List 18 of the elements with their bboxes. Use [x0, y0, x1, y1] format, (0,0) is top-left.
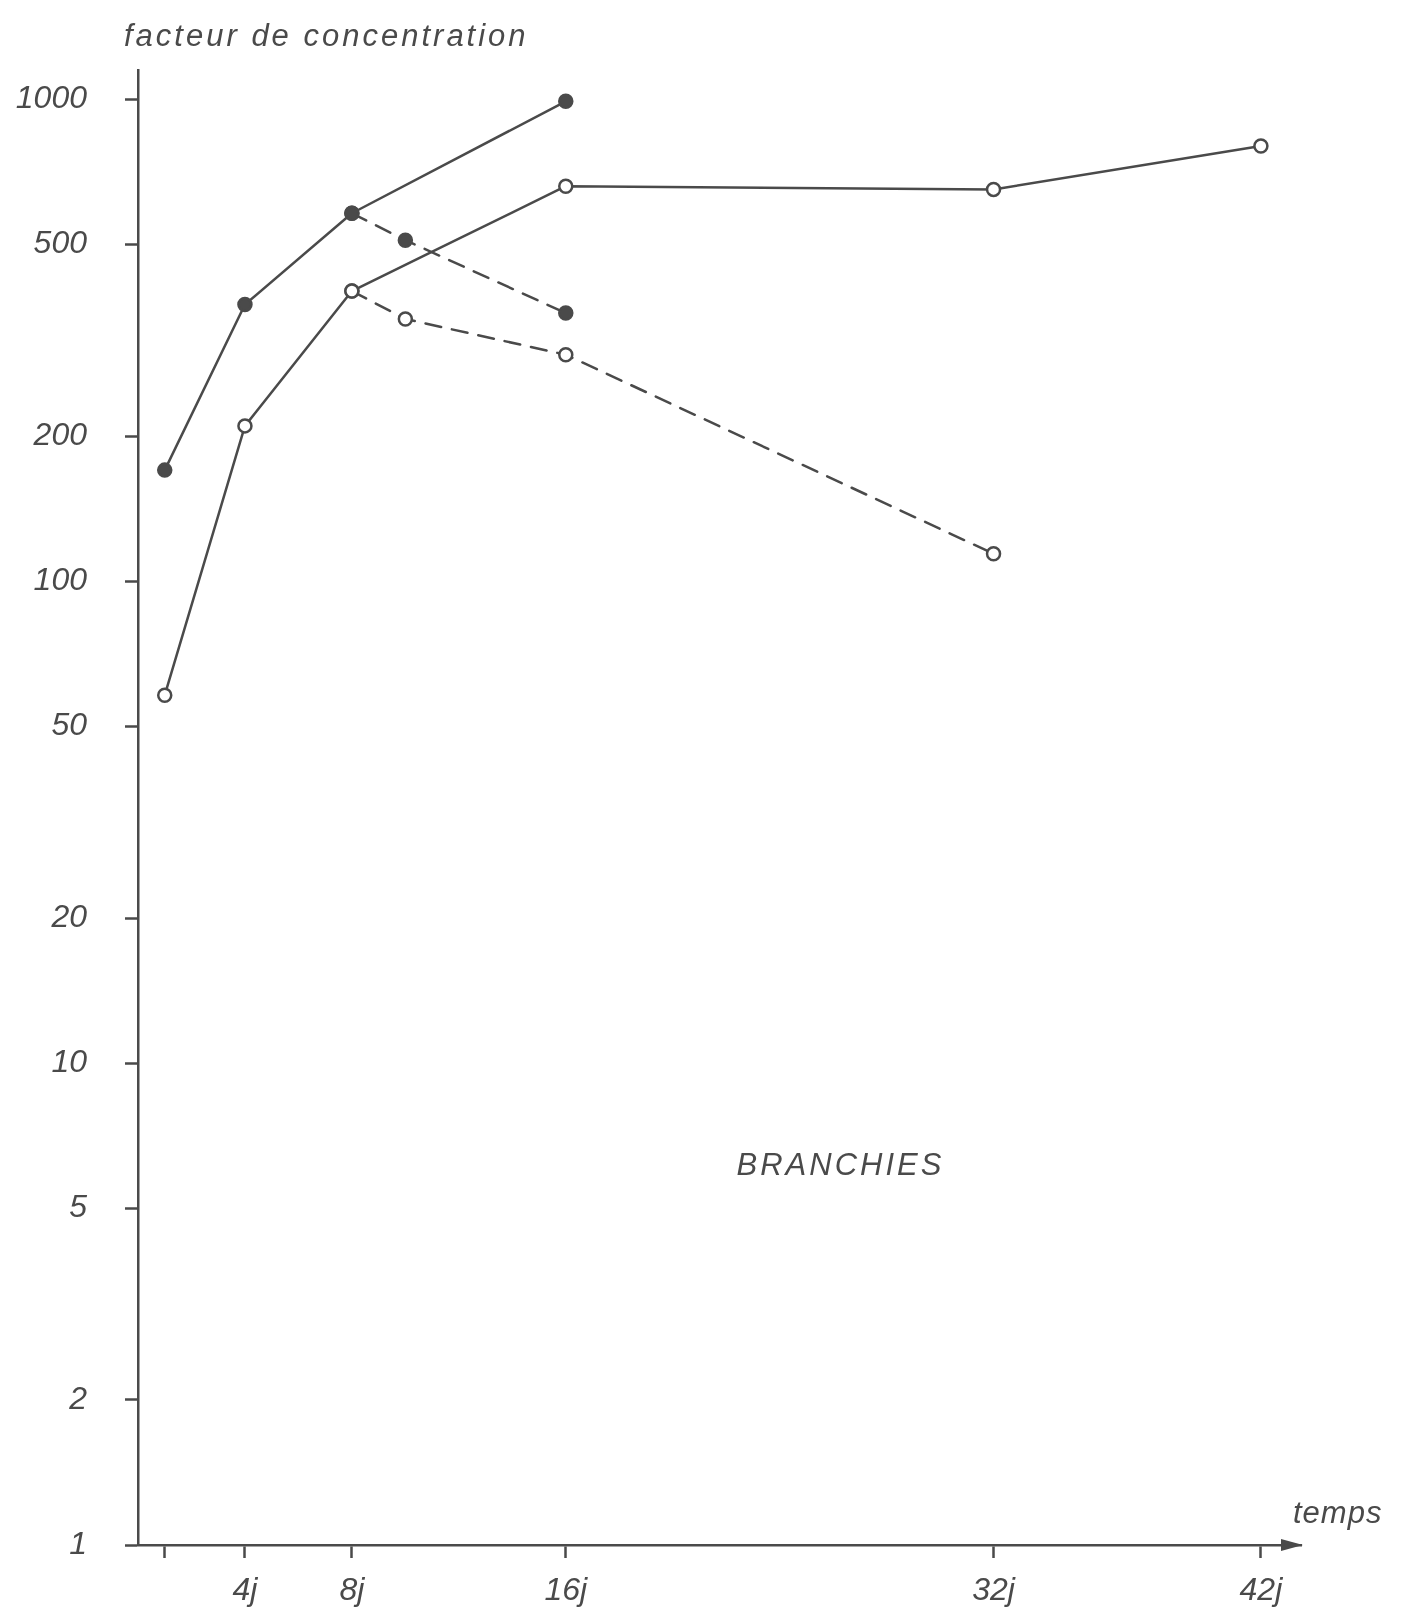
y-tick-label: 10 — [51, 1042, 88, 1079]
y-tick-label: 200 — [32, 416, 88, 452]
y-tick-label: 50 — [51, 706, 88, 743]
x-axis-title: temps — [1293, 1495, 1383, 1530]
x-tick-label: 4j — [232, 1571, 259, 1608]
y-tick-label: 20 — [50, 897, 88, 934]
y-tick-label: 1000 — [15, 79, 88, 116]
y-tick-label: 1 — [69, 1524, 87, 1561]
y-axis-title: facteur de concentration — [124, 18, 529, 53]
x-tick-label: 42j — [1239, 1571, 1284, 1608]
y-tick-label: 2 — [68, 1379, 88, 1416]
y-tick-label: 5 — [69, 1188, 88, 1225]
x-tick-label: 16j — [544, 1571, 589, 1608]
annotation: BRANCHIES — [736, 1146, 945, 1182]
x-tick-label: 8j — [339, 1571, 366, 1608]
y-tick-label: 500 — [33, 224, 88, 261]
x-tick-label: 32j — [972, 1571, 1016, 1608]
y-tick-label: 100 — [33, 561, 88, 598]
